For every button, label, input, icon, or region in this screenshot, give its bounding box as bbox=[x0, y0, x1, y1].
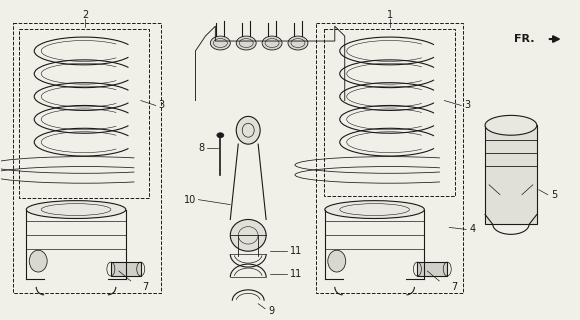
Text: 11: 11 bbox=[290, 269, 302, 279]
Text: 1: 1 bbox=[386, 10, 393, 20]
Text: 9: 9 bbox=[268, 306, 274, 316]
Bar bbox=[111, 262, 141, 276]
Text: 5: 5 bbox=[551, 190, 557, 200]
Ellipse shape bbox=[236, 116, 260, 144]
Bar bbox=[19, 29, 148, 198]
Ellipse shape bbox=[325, 201, 425, 219]
Bar bbox=[485, 125, 537, 224]
Text: FR.: FR. bbox=[514, 34, 534, 44]
Ellipse shape bbox=[230, 220, 266, 251]
Text: 10: 10 bbox=[184, 195, 197, 205]
Bar bbox=[13, 23, 161, 293]
Ellipse shape bbox=[262, 36, 282, 50]
Text: 7: 7 bbox=[451, 282, 458, 292]
Text: 3: 3 bbox=[159, 100, 165, 110]
Ellipse shape bbox=[29, 250, 47, 272]
Text: 8: 8 bbox=[198, 143, 204, 153]
Text: 7: 7 bbox=[143, 282, 149, 292]
Ellipse shape bbox=[485, 116, 537, 135]
Ellipse shape bbox=[328, 250, 346, 272]
Bar bbox=[316, 23, 463, 293]
Ellipse shape bbox=[236, 36, 256, 50]
Ellipse shape bbox=[211, 36, 230, 50]
Ellipse shape bbox=[26, 201, 126, 219]
Ellipse shape bbox=[288, 36, 308, 50]
Ellipse shape bbox=[217, 133, 224, 138]
Text: 11: 11 bbox=[290, 246, 302, 256]
Bar bbox=[324, 29, 455, 196]
Text: 2: 2 bbox=[82, 10, 88, 20]
Text: 4: 4 bbox=[469, 224, 475, 234]
Bar bbox=[418, 262, 447, 276]
Text: 3: 3 bbox=[464, 100, 470, 110]
